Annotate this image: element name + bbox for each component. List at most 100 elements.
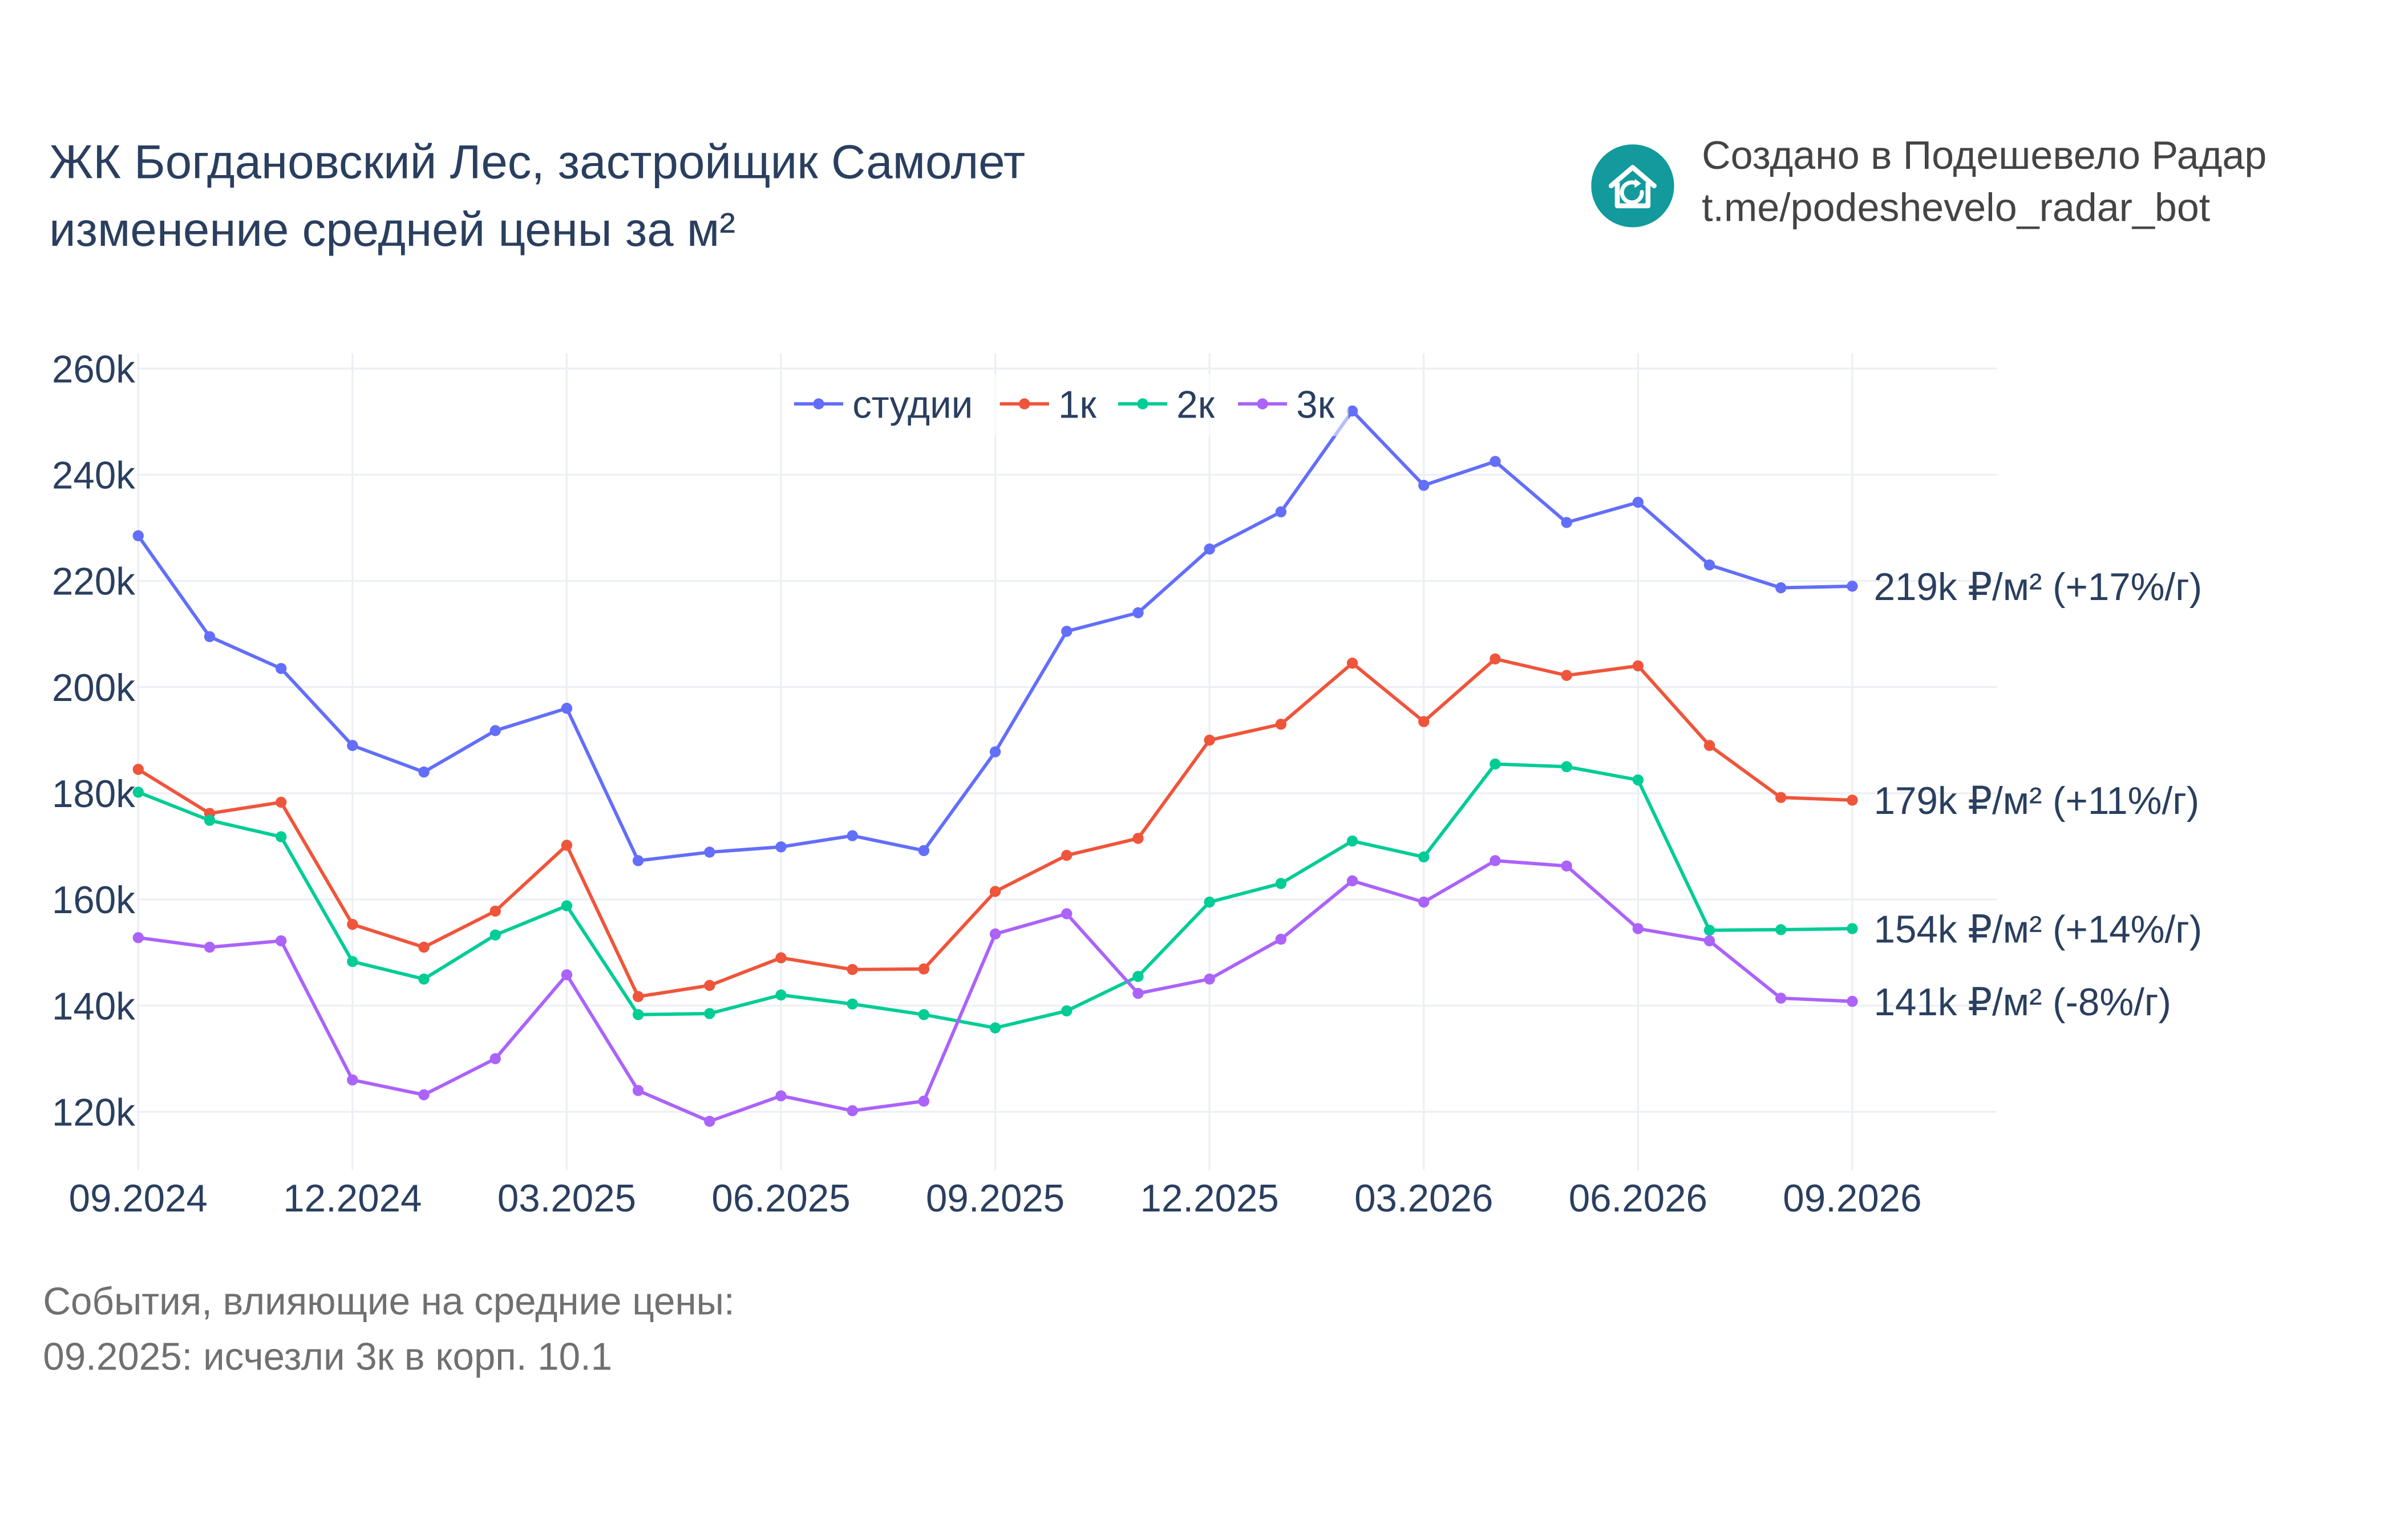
data-point — [1346, 875, 1358, 887]
data-point — [275, 663, 287, 674]
y-tick-label: 240k — [52, 455, 135, 497]
data-point — [1490, 653, 1501, 664]
series-end-label: 219k ₽/м² (+17%/г) — [1874, 566, 2203, 609]
data-point — [1703, 925, 1715, 936]
events-note-item: 09.2025: исчезли 3к в корп. 10.1 — [43, 1336, 613, 1379]
data-point — [1847, 581, 1858, 592]
data-point — [418, 1089, 430, 1101]
data-point — [275, 935, 287, 947]
data-point — [204, 941, 216, 953]
data-point — [1061, 849, 1072, 861]
data-point — [632, 1009, 644, 1020]
x-tick-label: 06.2026 — [1569, 1177, 1707, 1220]
legend-marker — [813, 398, 824, 410]
data-point — [918, 963, 930, 975]
data-point — [132, 932, 144, 943]
data-point — [1132, 833, 1144, 844]
data-point — [632, 991, 644, 1002]
data-point — [204, 631, 216, 642]
legend-marker — [1257, 398, 1268, 410]
data-point — [418, 973, 430, 985]
x-tick-label: 06.2025 — [711, 1177, 850, 1220]
data-point — [989, 1022, 1001, 1034]
data-point — [1561, 860, 1572, 872]
data-point — [775, 952, 787, 963]
data-point — [1132, 987, 1144, 999]
data-point — [1775, 924, 1787, 935]
data-point — [1204, 973, 1215, 985]
data-point — [775, 841, 787, 853]
data-point — [1847, 923, 1858, 934]
data-point — [1775, 582, 1787, 594]
legend-marker — [1019, 398, 1030, 410]
data-point — [1632, 774, 1644, 786]
data-point — [1490, 456, 1501, 467]
data-point — [561, 703, 573, 714]
y-tick-label: 140k — [52, 985, 135, 1028]
y-tick-label: 260k — [52, 348, 135, 391]
data-point — [847, 830, 858, 841]
data-point — [489, 725, 501, 736]
data-point — [1632, 660, 1644, 672]
data-point — [1847, 995, 1858, 1007]
data-point — [918, 845, 930, 856]
data-point — [204, 814, 216, 826]
data-point — [1418, 480, 1430, 491]
data-point — [489, 905, 501, 917]
chart-title-line2: изменение средней цены за м² — [49, 202, 736, 257]
data-point — [632, 855, 644, 866]
data-point — [347, 956, 358, 967]
branding-text: Создано в Подешевело Радар t.me/podeshev… — [1702, 129, 2267, 233]
data-point — [1632, 497, 1644, 508]
house-refresh-icon — [1591, 144, 1674, 228]
data-point — [1418, 851, 1430, 863]
data-point — [1346, 835, 1358, 847]
legend-item-label: студии — [852, 383, 973, 426]
data-point — [989, 928, 1001, 940]
data-point — [1204, 734, 1215, 746]
legend-item-label: 2к — [1176, 383, 1215, 426]
data-point — [1632, 923, 1644, 934]
x-tick-label: 12.2024 — [283, 1177, 422, 1220]
x-tick-label: 09.2024 — [69, 1177, 208, 1220]
legend-item-label: 1к — [1058, 383, 1096, 426]
branding-line2: t.me/podeshevelo_radar_bot — [1702, 184, 2211, 230]
events-note-heading: События, влияющие на средние цены: — [43, 1280, 735, 1324]
data-point — [847, 964, 858, 975]
data-point — [1490, 758, 1501, 770]
data-point — [704, 846, 715, 858]
data-point — [918, 1095, 930, 1107]
data-point — [275, 831, 287, 842]
x-tick-label: 09.2026 — [1783, 1177, 1921, 1220]
data-point — [1703, 559, 1715, 571]
data-point — [1561, 761, 1572, 772]
data-point — [1132, 607, 1144, 618]
data-point — [989, 886, 1001, 897]
chart-title-line1: ЖК Богдановский Лес, застройщик Самолет — [49, 135, 1026, 189]
y-tick-label: 220k — [52, 561, 135, 603]
data-point — [1775, 992, 1787, 1004]
series-end-label: 141k ₽/м² (-8%/г) — [1874, 981, 2171, 1024]
data-point — [489, 929, 501, 941]
data-point — [1275, 719, 1287, 730]
data-point — [1418, 896, 1430, 908]
data-point — [418, 766, 430, 778]
series-end-label: 179k ₽/м² (+11%/г) — [1874, 780, 2200, 822]
data-point — [704, 1008, 715, 1019]
y-tick-label: 200k — [52, 667, 135, 710]
data-point — [418, 941, 430, 953]
data-point — [1061, 626, 1072, 637]
data-point — [132, 787, 144, 798]
x-tick-label: 09.2025 — [926, 1177, 1065, 1220]
data-point — [1346, 658, 1358, 669]
data-point — [561, 969, 573, 980]
y-tick-label: 160k — [52, 879, 135, 922]
data-point — [847, 1105, 858, 1117]
branding-line1: Создано в Подешевело Радар — [1702, 132, 2267, 179]
data-point — [1490, 855, 1501, 866]
data-point — [1847, 795, 1858, 806]
data-point — [1346, 405, 1358, 417]
data-point — [347, 918, 358, 930]
